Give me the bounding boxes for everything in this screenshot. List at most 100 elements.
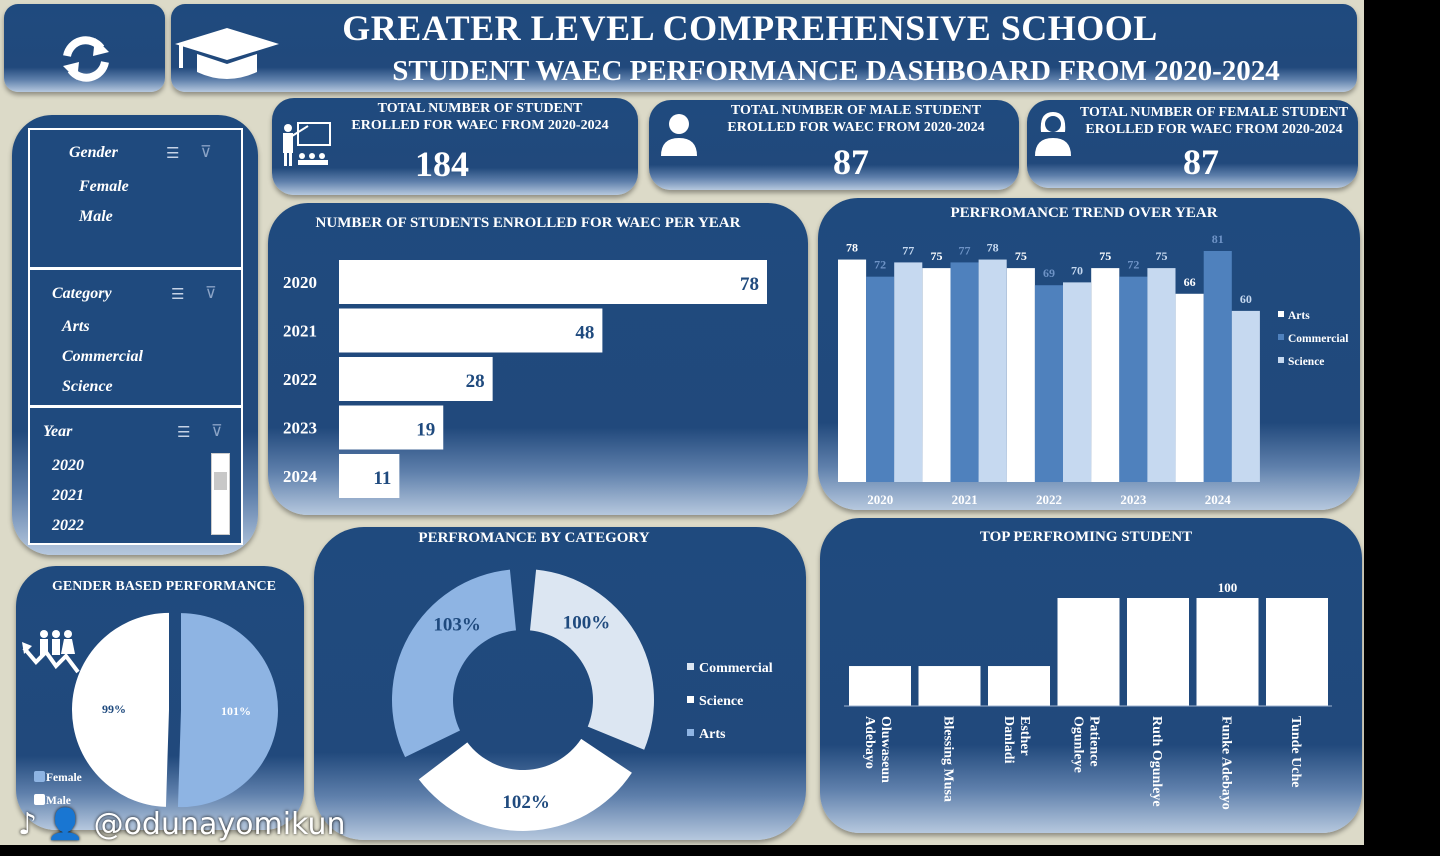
data-label: 101%: [221, 704, 251, 718]
performance-trend-chart: PERFROMANCE TREND OVER YEAR 78 72 77 2020 75…: [818, 198, 1360, 510]
category-donut: 100% Commercial 102% Science 103% Arts: [392, 569, 773, 831]
slicer-item-2020[interactable]: 2020: [52, 457, 84, 474]
kpi-total-students: TOTAL NUMBER OF STUDENT EROLLED FOR WAEC …: [272, 98, 638, 195]
bar: [1196, 598, 1259, 706]
title-banner: GREATER LEVEL COMPREHENSIVE SCHOOL STUDE…: [171, 4, 1357, 92]
data-label: 75: [1015, 249, 1027, 263]
bar: [988, 666, 1050, 706]
refresh-button[interactable]: [4, 4, 165, 92]
bar-commercial: [1034, 285, 1063, 482]
slicer-item-2021[interactable]: 2021: [52, 487, 84, 504]
category-label: 2023: [283, 419, 317, 438]
category-label: 2020: [283, 273, 317, 292]
bar: [1127, 598, 1189, 706]
legend-label: Arts: [699, 727, 726, 742]
scrollbar-thumb[interactable]: [214, 472, 227, 490]
data-label: 77: [902, 243, 914, 257]
slice-male: [72, 612, 170, 807]
multi-select-icon[interactable]: ☰: [166, 146, 180, 162]
bar: [1057, 598, 1120, 706]
legend-label: Commercial: [699, 661, 773, 676]
bar-science: [978, 259, 1007, 482]
bar-science: [1231, 310, 1260, 482]
x-tick-label: PatienceOgunleye: [1071, 716, 1102, 773]
x-tick-label: Funke Adebayo: [1219, 716, 1234, 810]
bar-science: [1147, 268, 1176, 482]
bar-commercial: [1203, 251, 1232, 482]
clear-filter-icon[interactable]: ⊽: [211, 423, 223, 440]
people-growth-icon: [22, 630, 80, 674]
legend-swatch: [687, 729, 694, 736]
chart-title: NUMBER OF STUDENTS ENROLLED FOR WAEC PER…: [315, 215, 741, 231]
kpi-label: TOTAL NUMBER OF MALE STUDENT EROLLED FOR …: [727, 103, 985, 135]
dashboard-subtitle: STUDENT WAEC PERFORMANCE DASHBOARD FROM …: [392, 55, 1280, 87]
kpi-label: TOTAL NUMBER OF FEMALE STUDENT EROLLED FO…: [1079, 105, 1349, 137]
multi-select-icon[interactable]: ☰: [171, 287, 185, 303]
data-label: 28: [466, 371, 485, 392]
x-tick-label: 2024: [1205, 492, 1232, 507]
bar-science: [894, 262, 923, 482]
data-label: 72: [1127, 258, 1139, 272]
data-label: 78: [846, 241, 858, 255]
legend-swatch: [687, 696, 694, 703]
slicer-item-2022[interactable]: 2022: [52, 517, 84, 534]
segment-arts: [392, 569, 517, 758]
x-tick-label: Ruth Ogunleye: [1149, 716, 1164, 807]
clear-filter-icon[interactable]: ⊽: [205, 285, 217, 302]
slicer-item-arts[interactable]: Arts: [62, 318, 90, 335]
x-tick-label: 2022: [1036, 492, 1062, 507]
clear-filter-icon[interactable]: ⊽: [200, 144, 212, 161]
legend-label: Science: [699, 694, 743, 709]
data-label: 102%: [502, 792, 549, 813]
data-label: 78: [987, 241, 999, 255]
multi-select-icon[interactable]: ☰: [177, 425, 191, 441]
data-label: 66: [1184, 275, 1196, 289]
kpi-male-students: TOTAL NUMBER OF MALE STUDENT EROLLED FOR …: [649, 100, 1019, 190]
bar: [339, 260, 767, 304]
trend-bars: 78 72 77 2020 75 77 78 2021 75 69 70 2022 75 72 75 2023…: [838, 232, 1348, 507]
top-student-bars: OluwaseunAdebayo Blessing Musa EstherDanla…: [844, 580, 1332, 810]
bar: [918, 666, 981, 706]
chart-title: GENDER BASED PERFORMANCE: [51, 579, 276, 594]
kpi-value: 184: [415, 144, 469, 184]
enrolled-per-year-chart: NUMBER OF STUDENTS ENROLLED FOR WAEC PER…: [268, 203, 808, 515]
slicer-item-male[interactable]: Male: [79, 208, 113, 225]
x-tick-label: 2021: [952, 492, 978, 507]
bar-science: [1063, 282, 1092, 482]
bar-arts: [1091, 268, 1120, 482]
slicer-item-commercial[interactable]: Commercial: [62, 348, 143, 365]
top-students-chart: TOP PERFROMING STUDENT OluwaseunAdebayo B…: [820, 518, 1362, 833]
data-label: 72: [874, 258, 886, 272]
data-label: 75: [1155, 249, 1167, 263]
data-label: 75: [1099, 249, 1111, 263]
slicer-item-science[interactable]: Science: [62, 378, 113, 395]
x-tick-label: Tunde Uche: [1288, 716, 1303, 787]
refresh-icon: [63, 36, 109, 82]
data-label: 70: [1071, 263, 1083, 277]
data-label: 78: [740, 274, 759, 295]
bar: [339, 308, 603, 353]
slicer-item-female[interactable]: Female: [79, 178, 129, 195]
data-label: 11: [373, 468, 391, 489]
segment-commercial: [529, 569, 654, 750]
data-label: 81: [1212, 232, 1224, 246]
data-label: 69: [1043, 266, 1055, 280]
slicer-scrollbar[interactable]: [211, 453, 230, 535]
slicer-header: Year: [43, 423, 73, 440]
bar-arts: [838, 259, 867, 482]
category-label: 2021: [283, 322, 317, 341]
kpi-label: TOTAL NUMBER OF STUDENT EROLLED FOR WAEC …: [351, 101, 609, 133]
x-tick-label: EstherDanladi: [1001, 716, 1032, 764]
legend-swatch: [34, 794, 45, 805]
data-label: 100%: [563, 612, 611, 633]
bar: [339, 454, 400, 498]
legend-label: Science: [1288, 356, 1324, 368]
bar: [849, 666, 911, 706]
gender-performance-chart: GENDER BASED PERFORMANCE 101% Female 99% Ma…: [16, 566, 304, 830]
data-label: 100: [1218, 580, 1238, 595]
x-tick-label: 2023: [1120, 492, 1147, 507]
chart-title: PERFROMANCE TREND OVER YEAR: [950, 205, 1218, 221]
bar-commercial: [866, 276, 895, 482]
category-label: 2024: [283, 467, 318, 486]
graduation-cap-icon: [175, 28, 279, 79]
